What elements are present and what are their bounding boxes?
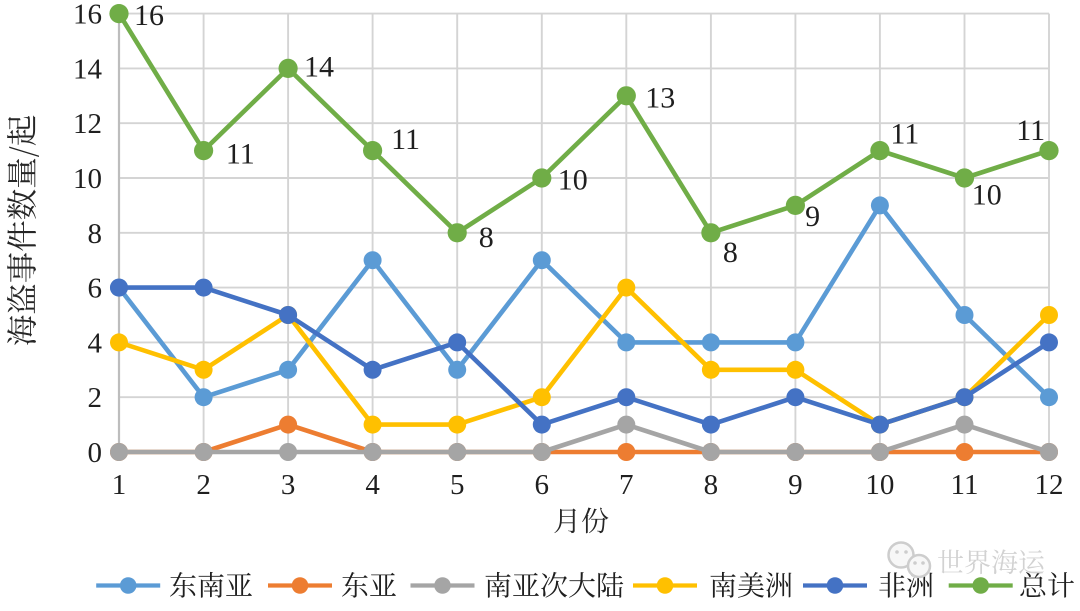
svg-text:8: 8 bbox=[479, 221, 494, 254]
svg-text:8: 8 bbox=[704, 469, 719, 501]
svg-text:11: 11 bbox=[226, 138, 255, 171]
svg-text:1: 1 bbox=[112, 469, 127, 501]
svg-text:2: 2 bbox=[88, 382, 103, 414]
svg-text:7: 7 bbox=[619, 469, 634, 501]
svg-text:11: 11 bbox=[391, 123, 420, 156]
svg-text:11: 11 bbox=[951, 469, 979, 501]
svg-text:12: 12 bbox=[73, 108, 102, 140]
svg-text:10: 10 bbox=[73, 163, 102, 195]
svg-text:9: 9 bbox=[805, 200, 820, 233]
svg-text:11: 11 bbox=[1016, 114, 1045, 147]
svg-text:10: 10 bbox=[558, 163, 588, 196]
svg-text:0: 0 bbox=[88, 437, 103, 469]
svg-text:6: 6 bbox=[535, 469, 550, 501]
svg-text:2: 2 bbox=[196, 469, 211, 501]
svg-text:12: 12 bbox=[1035, 469, 1064, 501]
svg-text:14: 14 bbox=[73, 53, 103, 85]
svg-text:4: 4 bbox=[88, 327, 103, 359]
svg-text:4: 4 bbox=[365, 469, 380, 501]
svg-text:13: 13 bbox=[645, 82, 675, 115]
svg-text:3: 3 bbox=[281, 469, 296, 501]
svg-text:6: 6 bbox=[88, 273, 103, 305]
svg-text:10: 10 bbox=[972, 178, 1002, 211]
svg-text:8: 8 bbox=[723, 236, 738, 269]
svg-text:9: 9 bbox=[788, 469, 803, 501]
svg-text:10: 10 bbox=[865, 469, 894, 501]
svg-text:14: 14 bbox=[304, 51, 334, 84]
svg-text:8: 8 bbox=[88, 218, 103, 250]
svg-text:16: 16 bbox=[134, 0, 164, 32]
svg-text:11: 11 bbox=[890, 118, 919, 151]
svg-text:16: 16 bbox=[73, 0, 102, 31]
svg-text:5: 5 bbox=[450, 469, 465, 501]
